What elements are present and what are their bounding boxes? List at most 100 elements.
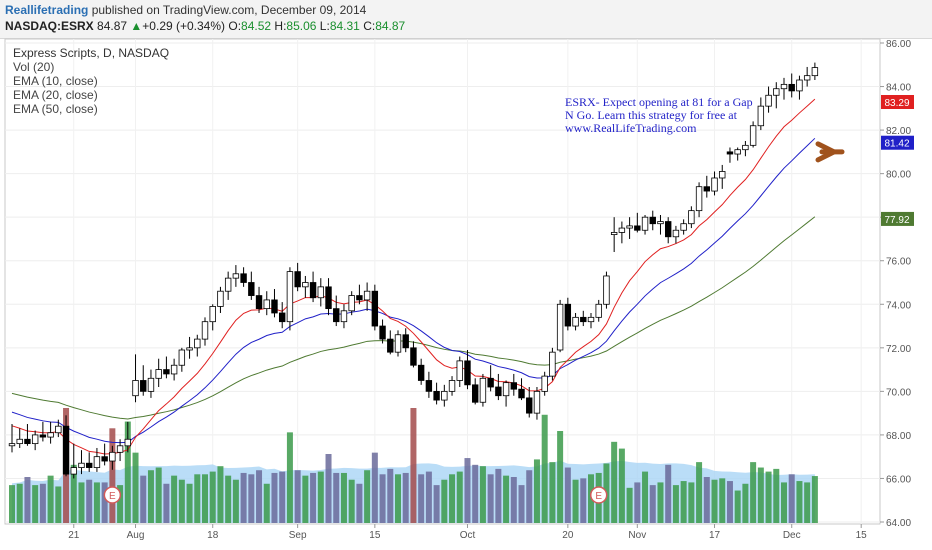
volume-bar [225, 475, 232, 523]
candle-body [572, 316, 579, 327]
legend-item-ema10[interactable]: EMA (10, close) [13, 74, 98, 88]
candle-body [124, 438, 131, 447]
candle-body [726, 151, 734, 155]
volume-bar [811, 476, 818, 523]
volume-bar [503, 475, 510, 523]
candle-body [803, 75, 811, 81]
legend-item-ema50[interactable]: EMA (50, close) [13, 102, 98, 116]
volume-bar [325, 454, 332, 523]
candle-body [86, 462, 93, 468]
candle-body [371, 290, 379, 327]
candle-body [47, 432, 54, 438]
candle-body [719, 171, 726, 179]
volume-bar [526, 470, 533, 523]
volume-bar [70, 464, 77, 523]
volume-bar [109, 428, 116, 523]
x-tick-label: 20 [562, 530, 574, 541]
volume-bar [271, 472, 278, 523]
candle-body [217, 290, 224, 307]
candle-body [688, 210, 695, 225]
candle-body [564, 303, 572, 327]
candle-body [788, 83, 795, 92]
volume-bar [487, 474, 494, 523]
y-tick-label: 80.00 [886, 170, 911, 181]
annotation-text[interactable]: ESRX- Expect opening at 81 for a Gap N G… [565, 95, 753, 135]
volume-bar [117, 485, 124, 523]
volume-bar [750, 462, 757, 523]
volume-bar [618, 448, 625, 523]
legend-item-volume[interactable]: Vol (20) [13, 60, 55, 74]
volume-bar [549, 462, 556, 523]
volume-bar [703, 477, 710, 523]
volume-bar [356, 483, 363, 523]
author-link[interactable]: Reallifetrading [5, 3, 89, 17]
close-label: C: [363, 19, 376, 33]
volume-bar [93, 482, 100, 523]
volume-bar [726, 481, 733, 523]
volume-bar [425, 471, 432, 523]
candle-body [680, 223, 687, 231]
volume-bar [55, 486, 62, 523]
candle-body [132, 380, 139, 397]
candle-body [634, 225, 641, 231]
candle-body [309, 282, 317, 299]
candle-body [394, 334, 402, 353]
volume-bar [472, 464, 479, 523]
candle-body [387, 338, 394, 353]
y-tick-label: 70.00 [886, 387, 911, 398]
volume-bar [642, 471, 649, 523]
candle-body [278, 312, 286, 323]
candle-body [665, 221, 672, 238]
high-label: H: [274, 19, 287, 33]
legend-title: Express Scripts, D, NASDAQ [13, 46, 170, 60]
candle-body [402, 334, 409, 349]
candle-body [70, 467, 77, 475]
candle-body [31, 434, 39, 445]
candle-body [410, 347, 417, 366]
ohlc-line: NASDAQ:ESRX 84.87 ▲+0.29 (+0.34%) O:84.5… [5, 19, 405, 33]
volume-bar [24, 477, 31, 523]
volume-bar [387, 468, 394, 523]
price-label-text: 77.92 [884, 215, 909, 226]
candle-body [24, 438, 31, 445]
low-label: L: [319, 19, 330, 33]
candle-body [317, 286, 324, 299]
volume-bar [456, 471, 463, 523]
volume-bar [564, 467, 571, 523]
candle-body [224, 277, 232, 292]
volume-bar [302, 475, 309, 523]
candle-body [201, 321, 209, 340]
candle-body [163, 369, 170, 375]
volume-bar [773, 468, 780, 523]
volume-bar [796, 481, 803, 523]
volume-bar [418, 474, 425, 523]
volume-bar [672, 485, 679, 523]
volume-bar [395, 474, 401, 523]
price-label-box [881, 95, 914, 110]
volume-bar [186, 483, 193, 523]
volume-bar [742, 483, 749, 523]
y-tick-label: 64.00 [886, 518, 911, 529]
legend-item-ema20[interactable]: EMA (20, close) [13, 88, 98, 102]
candle-body [116, 445, 124, 453]
volume-bar [86, 479, 93, 523]
candle-body [441, 390, 448, 401]
last-price: 84.87 [97, 19, 128, 33]
candle-body [109, 451, 116, 462]
candle-body [495, 386, 502, 397]
candle-body [811, 67, 819, 77]
candle-body [140, 380, 147, 392]
volume-bar [279, 471, 286, 523]
candle-body [757, 105, 765, 127]
volume-bar [441, 479, 448, 523]
candle-body [618, 227, 626, 233]
earnings-marker [589, 486, 608, 504]
candle-body [765, 94, 772, 107]
y-tick-label: 82.00 [886, 126, 911, 137]
candle-body [773, 88, 780, 96]
y-tick-label: 84.00 [886, 83, 911, 94]
candle-body [796, 79, 803, 92]
volume-bar [402, 472, 409, 523]
candle-body [603, 275, 610, 305]
